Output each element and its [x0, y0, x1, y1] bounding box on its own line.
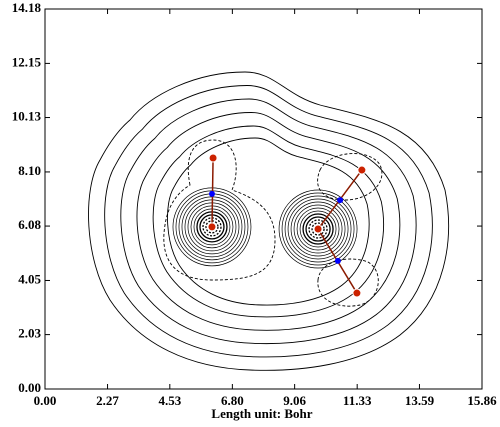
- contour-line: [290, 201, 346, 257]
- y-tick-label: 12.15: [12, 54, 42, 69]
- atom-marker: [352, 288, 362, 298]
- bond-critical-point: [334, 257, 341, 264]
- x-tick-label: 0.00: [34, 393, 57, 408]
- y-tick-label: 6.08: [18, 217, 41, 232]
- contour-line: [89, 72, 449, 370]
- contour-line: [296, 207, 340, 251]
- contour-line: [105, 86, 433, 357]
- plot-frame: [44, 8, 483, 390]
- atom-marker: [208, 153, 218, 163]
- x-tick-label: 2.27: [96, 393, 119, 408]
- x-axis-label: Length unit: Bohr: [211, 406, 312, 421]
- atom-marker: [207, 222, 217, 232]
- bond-critical-point: [337, 197, 344, 204]
- contour-group: [89, 72, 449, 370]
- y-tick-label: 0.00: [18, 380, 41, 395]
- x-tick-label: 15.86: [467, 393, 497, 408]
- y-tick-label: 8.10: [18, 163, 41, 178]
- contour-line: [137, 113, 400, 331]
- contour-line: [281, 192, 355, 266]
- contour-line: [284, 195, 352, 263]
- contour-line: [299, 210, 337, 248]
- contour-line: [318, 259, 378, 306]
- atom-marker: [357, 165, 367, 175]
- contour-line: [167, 138, 369, 305]
- bond-critical-point: [208, 190, 215, 197]
- contour-line: [153, 126, 383, 317]
- contour-line: [302, 213, 334, 245]
- contour-line: [205, 220, 219, 234]
- contour-line: [318, 154, 382, 200]
- contour-line: [278, 189, 358, 269]
- contour-line: [311, 222, 325, 236]
- contour-line: [121, 99, 416, 344]
- y-tick-label: 14.18: [12, 0, 42, 15]
- x-tick-label: 4.53: [158, 393, 181, 408]
- contour-line: [308, 219, 328, 239]
- atom-marker: [313, 224, 323, 234]
- x-tick-label: 13.59: [405, 393, 435, 408]
- contour-line: [164, 140, 275, 280]
- contour-line: [293, 204, 343, 254]
- x-tick-label: 6.80: [221, 393, 244, 408]
- y-tick-label: 4.05: [18, 271, 41, 286]
- contour-line: [305, 216, 331, 242]
- x-tick-label: 9.06: [283, 393, 306, 408]
- contour-line: [287, 198, 349, 260]
- y-tick-label: 2.03: [18, 326, 41, 341]
- x-tick-label: 11.33: [343, 393, 372, 408]
- y-tick-label: 10.13: [12, 109, 42, 124]
